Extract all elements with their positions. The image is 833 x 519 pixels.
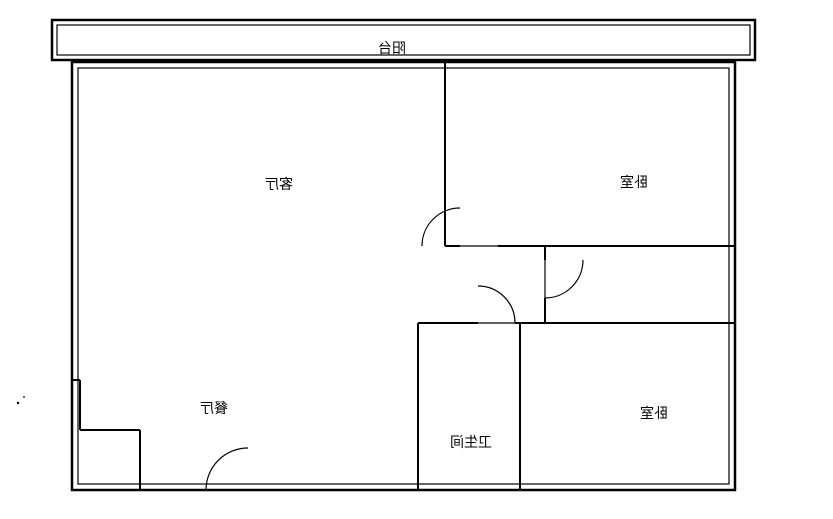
floor-plan <box>0 0 833 519</box>
label-balcony: 阳台 <box>378 38 406 58</box>
label-living: 客厅 <box>265 174 293 194</box>
label-bedroom1: 卧室 <box>620 172 648 192</box>
label-bath: 卫生间 <box>450 432 492 452</box>
label-dining: 餐厅 <box>200 398 228 418</box>
label-bedroom2: 卧室 <box>640 403 668 423</box>
